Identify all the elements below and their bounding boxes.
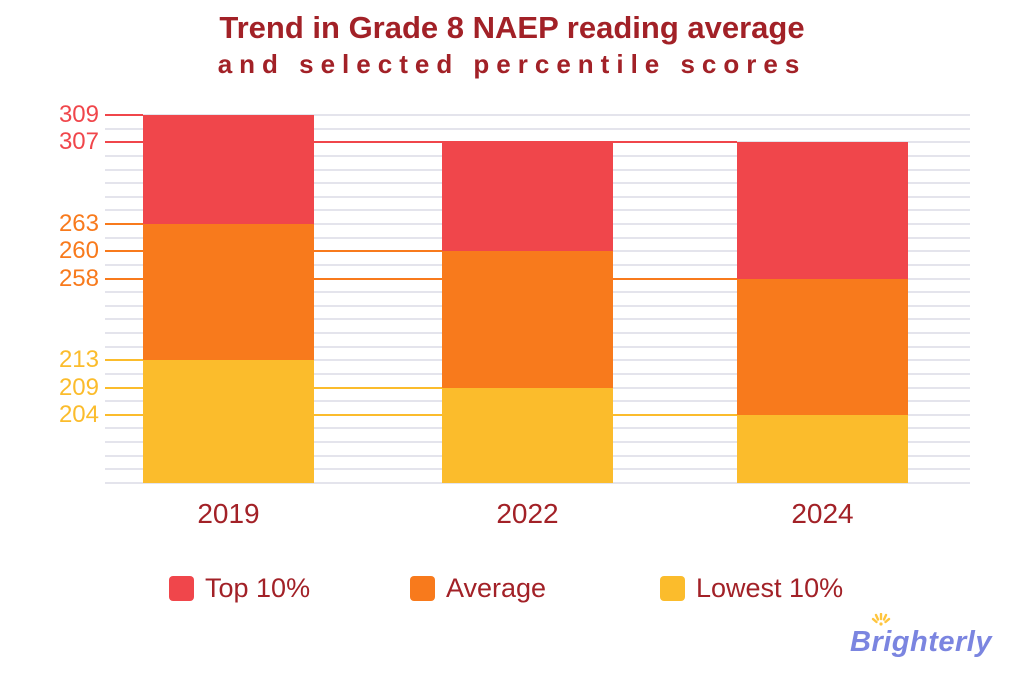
y-label-307: 307 — [58, 128, 99, 156]
legend-label: Average — [446, 573, 547, 603]
value-line-204 — [105, 413, 737, 416]
legend-swatch — [660, 576, 685, 601]
value-line-213 — [105, 359, 143, 362]
bar-2019-segment-average — [143, 224, 314, 361]
gridline — [105, 127, 970, 130]
legend-item-average: Average — [410, 573, 546, 604]
bar-2022 — [442, 115, 613, 483]
y-label-209: 209 — [58, 373, 99, 401]
legend-swatch — [169, 576, 194, 601]
y-label-309: 309 — [58, 101, 99, 128]
legend-label: Lowest 10% — [696, 573, 844, 603]
bar-2024-segment-top10 — [737, 142, 908, 279]
legend-swatch — [410, 576, 435, 601]
plot-area — [105, 114, 970, 484]
bar-2022-segment-lowest10 — [442, 387, 613, 483]
x-label-2024: 2024 — [791, 498, 854, 529]
chart-title-line2: and selected percentile scores — [217, 49, 807, 79]
legend-label: Top 10% — [205, 573, 311, 603]
brighterly-logo: Brighterly — [850, 613, 992, 670]
bar-2024 — [737, 115, 908, 483]
y-label-258: 258 — [58, 264, 99, 292]
sun-icon — [871, 613, 891, 626]
value-line-258 — [105, 277, 737, 280]
y-label-260: 260 — [58, 237, 99, 265]
bar-2022-segment-average — [442, 251, 613, 388]
chart-title: Trend in Grade 8 NAEP reading average an… — [0, 8, 1024, 81]
logo-text: Brighterly — [850, 626, 992, 658]
x-label-2019: 2019 — [197, 498, 260, 529]
value-line-307 — [105, 141, 737, 144]
value-line-263 — [105, 223, 143, 226]
bar-2022-segment-top10 — [442, 142, 613, 252]
x-label-2022: 2022 — [496, 498, 559, 529]
y-label-213: 213 — [58, 346, 99, 374]
bar-2019-segment-top10 — [143, 115, 314, 225]
bar-2024-segment-lowest10 — [737, 414, 908, 483]
y-label-263: 263 — [58, 210, 99, 238]
chart-title-line1: Trend in Grade 8 NAEP reading average — [219, 10, 805, 45]
legend-item-lowest10: Lowest 10% — [660, 573, 843, 604]
value-line-309 — [105, 114, 143, 116]
bar-2019 — [143, 115, 314, 483]
bar-2019-segment-lowest10 — [143, 360, 314, 483]
gridline — [105, 114, 970, 116]
legend-item-top10: Top 10% — [169, 573, 310, 604]
y-label-204: 204 — [58, 400, 99, 428]
gridline — [105, 482, 970, 484]
bar-2024-segment-average — [737, 278, 908, 415]
